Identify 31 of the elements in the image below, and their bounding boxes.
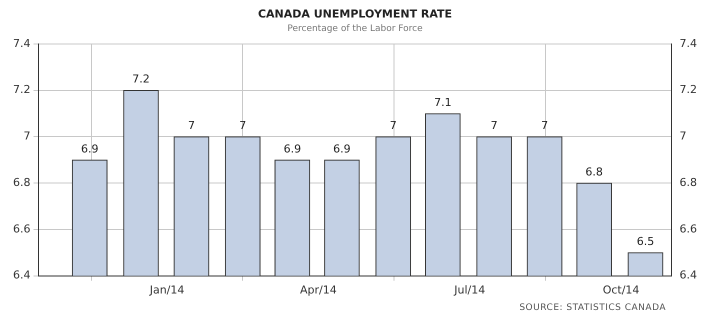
y-tick-label: 6.8 [12, 176, 30, 189]
data-label: 7.2 [132, 72, 150, 86]
y2-tick-label: 6.6 [680, 222, 698, 236]
y2-tick-label: 7 [680, 130, 687, 143]
data-label: 6.9 [80, 142, 98, 156]
y-tick-label: 6.6 [12, 222, 30, 236]
data-label: 6.5 [636, 234, 654, 248]
y2-tick-label: 6.4 [680, 268, 698, 282]
chart-subtitle: Percentage of the Labor Force [287, 24, 424, 34]
data-label: 7 [188, 119, 195, 132]
data-label: 7 [541, 119, 548, 132]
x-tick-label: Jan/14 [148, 283, 184, 296]
data-label: 6.8 [585, 165, 603, 178]
data-label: 6.9 [284, 142, 302, 156]
y-tick-label: 7.2 [12, 83, 30, 96]
y-tick-label: 6.4 [12, 268, 30, 282]
data-label: 7 [239, 119, 246, 132]
data-label: 7 [390, 119, 397, 132]
chart-title: CANADA UNEMPLOYMENT RATE [258, 7, 452, 20]
x-tick-label: Jul/14 [453, 283, 486, 296]
y-tick-label: 7 [23, 130, 30, 143]
data-label: 6.9 [333, 142, 351, 156]
source-note: SOURCE: STATISTICS CANADA [519, 303, 666, 313]
y2-tick-label: 7.4 [680, 36, 698, 50]
y-tick-label: 7.4 [12, 36, 30, 50]
data-label: 7 [490, 119, 498, 132]
x-tick-label: Apr/14 [300, 283, 337, 296]
data-label: 7.1 [434, 96, 452, 109]
y2-tick-label: 7.2 [680, 83, 698, 96]
x-tick-label: Oct/14 [602, 283, 640, 296]
y2-tick-label: 6.8 [680, 176, 698, 189]
